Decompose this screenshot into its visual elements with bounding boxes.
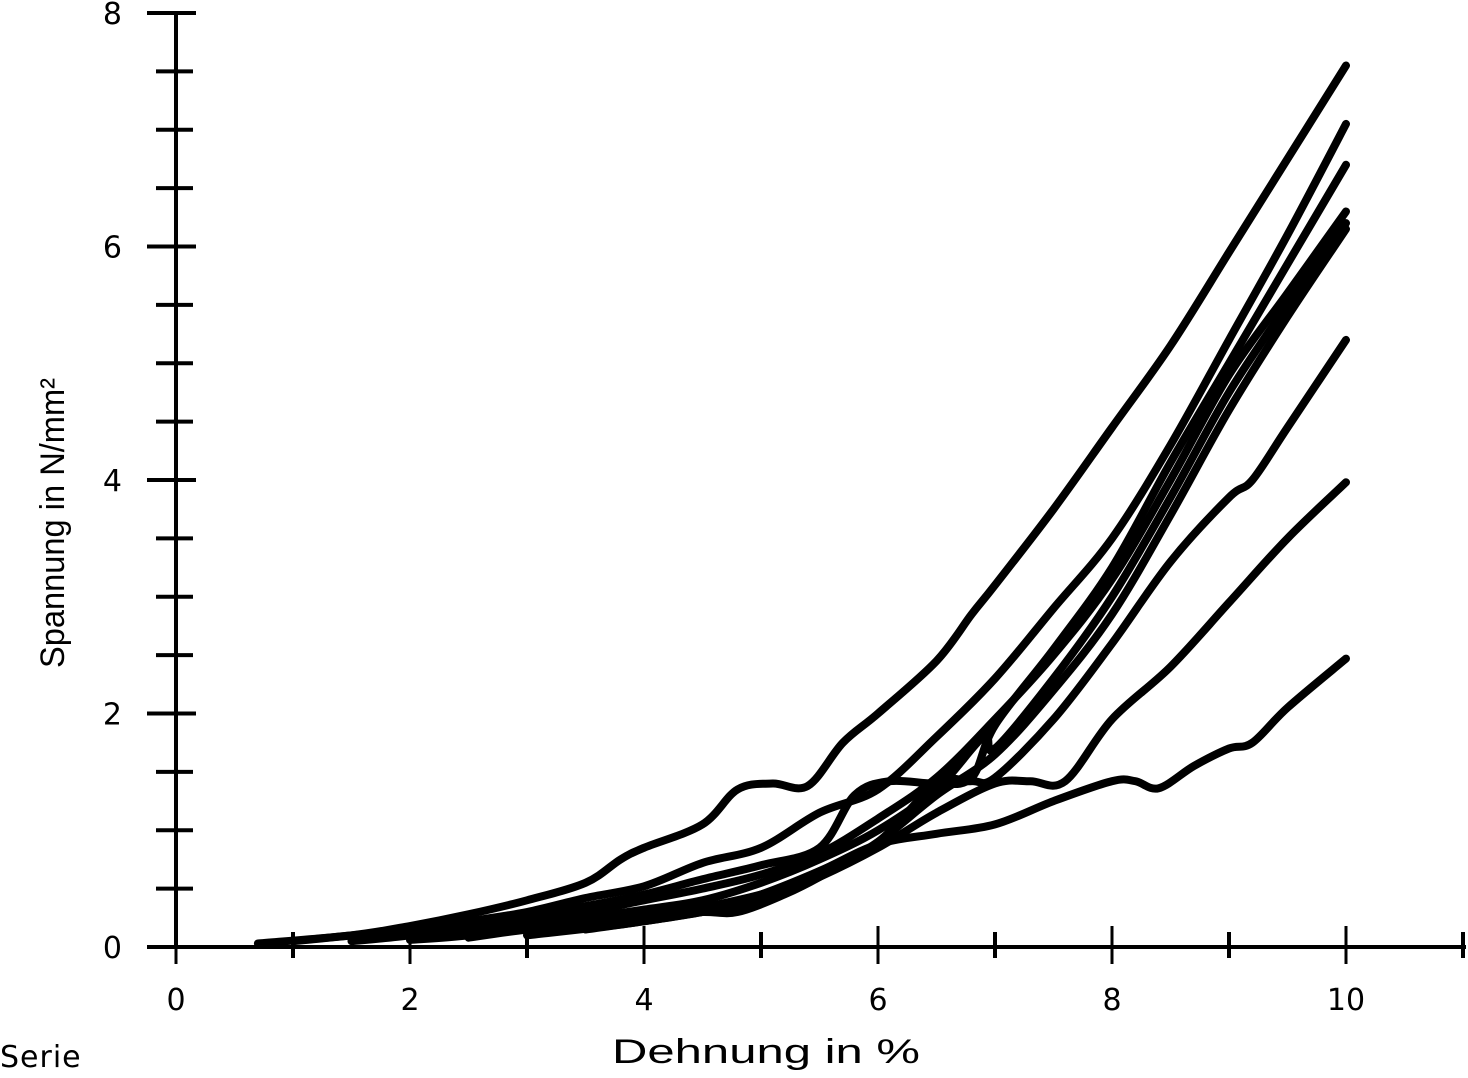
y-tick-label: 0: [103, 931, 122, 966]
y-tick-label: 2: [103, 698, 122, 733]
y-tick-label: 6: [103, 231, 122, 266]
x-tick-label: 4: [634, 983, 653, 1018]
y-axis-ticks: 0 2 4 6 8: [103, 0, 196, 966]
x-axis-title: Dehnung in %: [612, 1033, 920, 1071]
y-tick-label: 4: [103, 464, 122, 499]
data-series-line: [527, 482, 1346, 935]
y-tick-label: 8: [103, 0, 122, 32]
x-tick-label: 0: [166, 983, 185, 1018]
x-tick-label: 10: [1327, 983, 1365, 1018]
x-tick-label: 6: [868, 983, 887, 1018]
x-tick-label: 2: [400, 983, 419, 1018]
data-series-line: [352, 165, 1347, 941]
serie-label: Serie: [0, 1040, 82, 1075]
data-series-group: [258, 66, 1346, 944]
data-series-line: [293, 124, 1346, 941]
stress-strain-chart: 0 2 4 6 8 0 2 4 6 8 10 Dehnung in % Spannung in N…: [0, 0, 1468, 1078]
data-series-line: [258, 66, 1346, 944]
x-tick-label: 8: [1102, 983, 1121, 1018]
data-series-line: [410, 223, 1346, 940]
y-axis-title: Spannung in N/mm²: [34, 378, 72, 668]
